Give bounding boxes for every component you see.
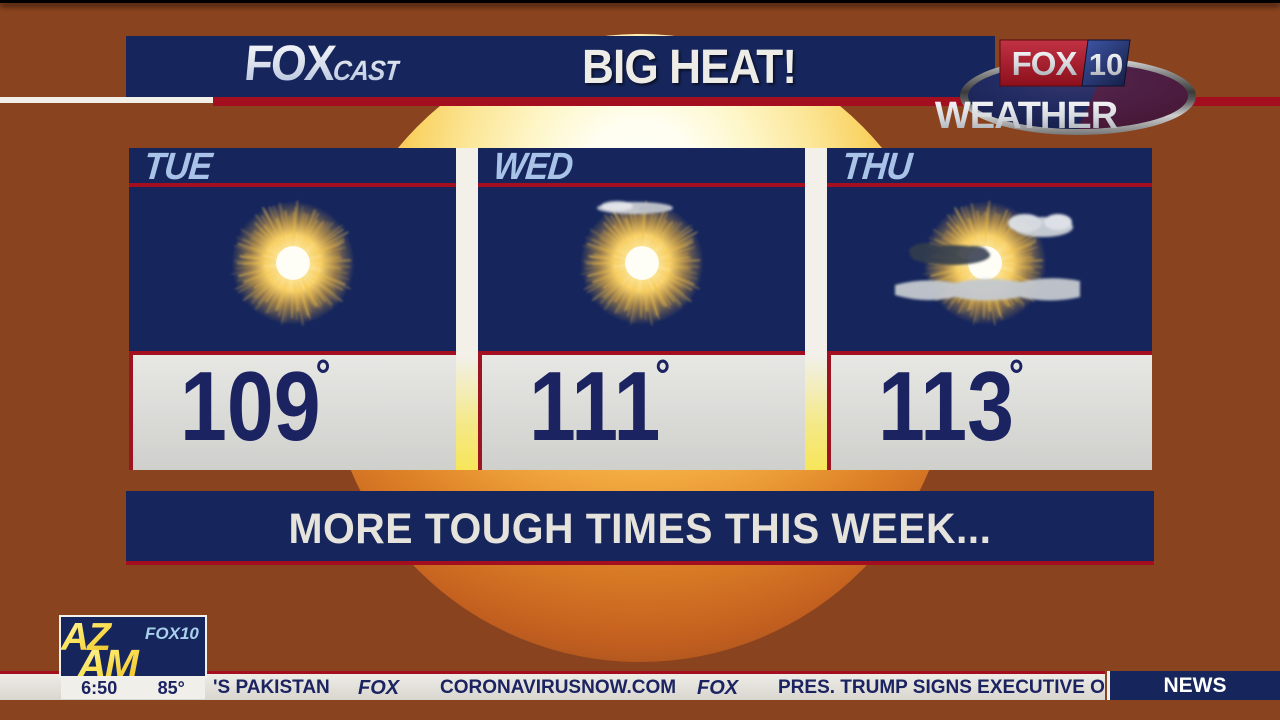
svg-text:FOX: FOX: [1012, 45, 1078, 82]
svg-text:FOX10: FOX10: [145, 624, 199, 643]
svg-text:AM: AM: [76, 641, 140, 678]
svg-text:WEATHER: WEATHER: [935, 95, 1118, 137]
svg-text:10: 10: [1089, 47, 1123, 82]
